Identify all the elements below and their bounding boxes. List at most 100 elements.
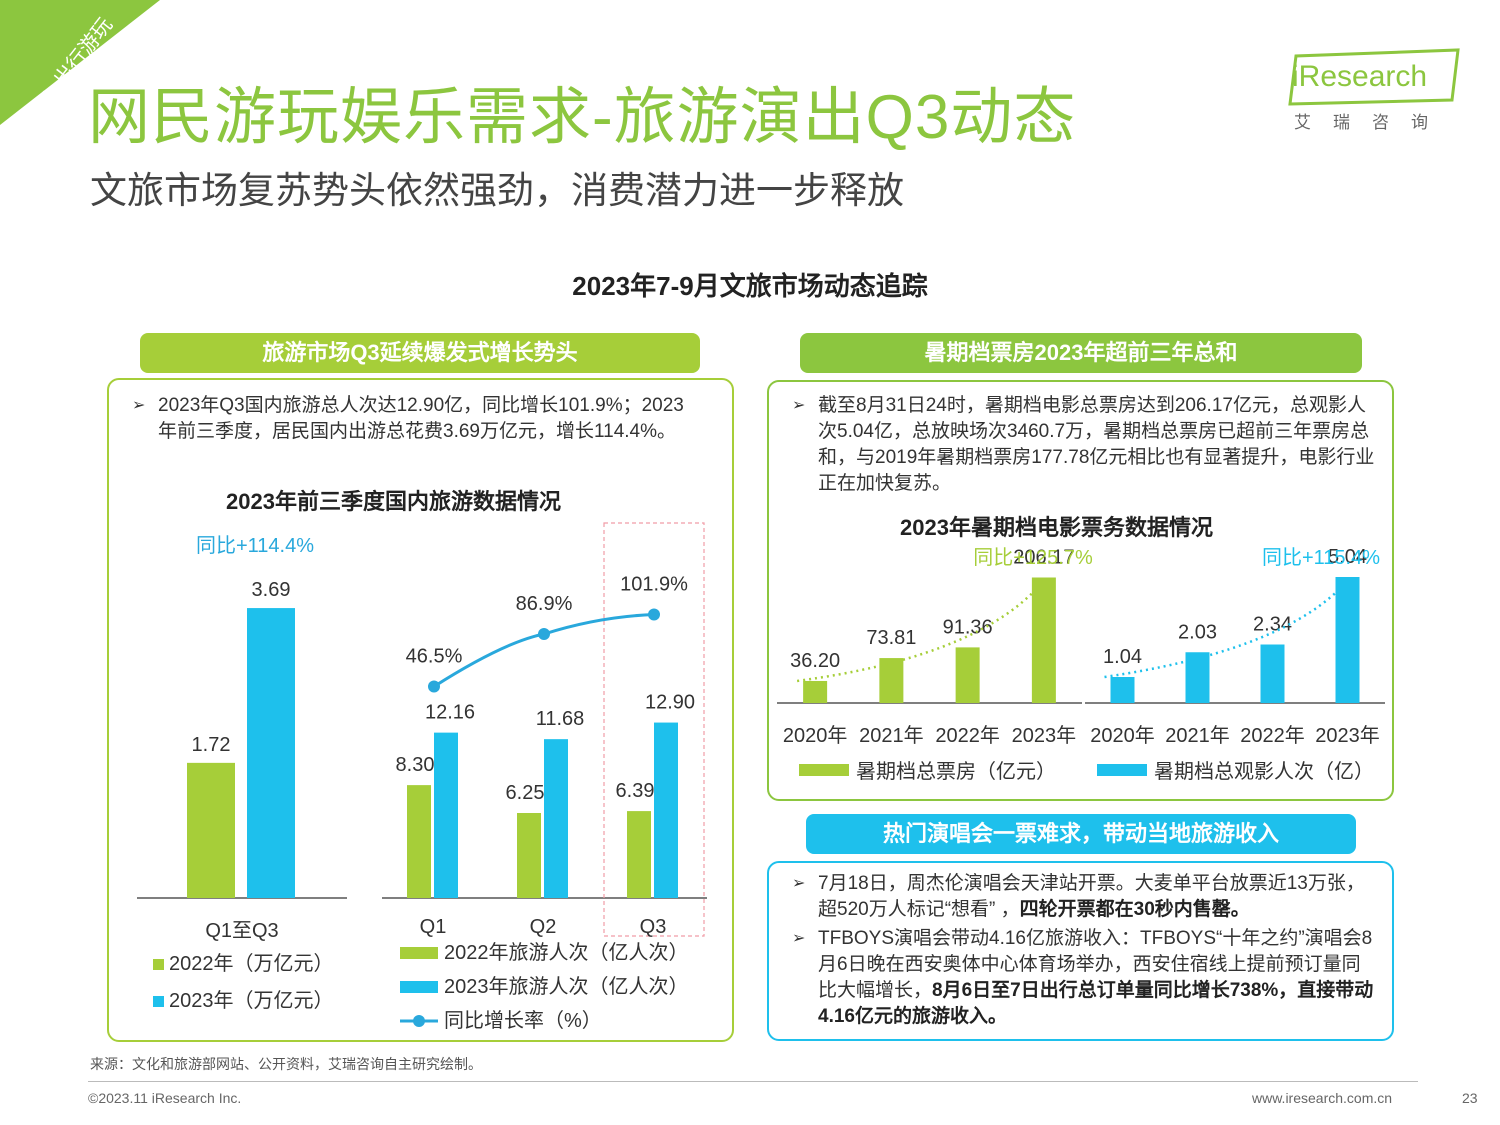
- small-chart-bar: [1185, 652, 1210, 703]
- small-chart-value-label: 5.04: [1328, 546, 1367, 568]
- small-chart-trend: [796, 590, 1035, 683]
- page-title: 网民游玩娱乐需求-旅游演出Q3动态: [88, 83, 1077, 152]
- logo-text: iResearch: [1292, 60, 1428, 93]
- section-title: 2023年7-9月文旅市场动态追踪: [572, 271, 928, 301]
- chart2-growth-point: [648, 608, 660, 621]
- small-chart-value-label: 1.04: [1103, 646, 1142, 668]
- chart2-value-label: 12.90: [645, 692, 695, 714]
- concert-bullet-2-bold: 8月6日至7日出行总订单量同比增长738%，直接带动4.16亿元的旅游收入。: [818, 980, 1374, 1027]
- small-chart-value-label: 206.17: [1013, 547, 1074, 569]
- small-chart-bar: [879, 658, 904, 703]
- small-chart-value-label: 2.34: [1253, 614, 1292, 636]
- chart2-x-tick: Q2: [530, 916, 557, 938]
- logo-subtext: 艾瑞咨询: [1294, 113, 1450, 132]
- right-bottom-banner: 热门演唱会一票难求，带动当地旅游收入: [806, 814, 1356, 854]
- small-chart-value-label: 91.36: [943, 616, 993, 638]
- arrow-icon: ➢: [132, 397, 146, 414]
- small-chart-bar: [803, 680, 828, 703]
- arrow-icon: ➢: [792, 930, 806, 947]
- chart2-growth-point: [428, 680, 440, 693]
- small-chart-legend-swatch: [1097, 764, 1147, 776]
- right-top-banner: 暑期档票房2023年超前三年总和: [800, 333, 1362, 373]
- chart1-x-tick: Q1至Q3: [205, 920, 278, 942]
- chart1-legend-label: 2023年（万亿元）: [169, 989, 334, 1012]
- small-chart-bar: [1110, 677, 1135, 703]
- small-chart-x-tick: 2023年: [1012, 724, 1077, 747]
- small-chart-x-tick: 2021年: [859, 724, 924, 747]
- small-chart-value-label: 2.03: [1178, 621, 1217, 643]
- chart2-x-tick: Q1: [420, 916, 447, 938]
- logo-shape: [1288, 48, 1460, 106]
- arrow-icon: ➢: [792, 875, 806, 892]
- left-bullet: ➢ 2023年Q3国内旅游总人次达12.90亿，同比增长101.9%；2023年…: [132, 393, 702, 445]
- arrow-icon: ➢: [792, 397, 806, 414]
- concert-bullet-2: ➢ TFBOYS演唱会带动4.16亿旅游收入：TFBOYS“十年之约”演唱会8月…: [792, 926, 1377, 1030]
- chart2-bar-1-1: [544, 739, 568, 898]
- chart2-bar-1-2: [654, 722, 678, 898]
- chart2-value-label: 6.25: [506, 782, 545, 804]
- small-chart-bar: [1335, 577, 1360, 703]
- left-banner: 旅游市场Q3延续爆发式增长势头: [140, 333, 700, 373]
- small-chart-x-tick: 2022年: [935, 724, 1000, 747]
- chart2-value-label: 12.16: [425, 702, 475, 724]
- small-chart-legend-swatch: [799, 764, 849, 776]
- small-chart-annotation: 同比+125.7%: [973, 546, 1093, 569]
- small-chart-legend-label: 暑期档总票房（亿元）: [856, 760, 1056, 783]
- chart1-bar-0: [187, 762, 235, 898]
- chart2-legend-label: 2023年旅游人次（亿人次）: [444, 975, 689, 998]
- chart2-highlight-box: [603, 522, 705, 937]
- right-top-panel: [767, 380, 1394, 801]
- chart2-growth-label: 46.5%: [406, 646, 463, 668]
- chart2-x-tick: Q3: [640, 916, 667, 938]
- small-chart-value-label: 73.81: [866, 627, 916, 649]
- chart1-annotation: 同比+114.4%: [196, 534, 314, 557]
- small-chart-x-tick: 2022年: [1240, 724, 1305, 747]
- chart2-legend-label: 同比增长率（%）: [444, 1009, 602, 1032]
- chart2-value-label: 6.39: [616, 780, 655, 802]
- footer-source: 来源：文化和旅游部网站、公开资料，艾瑞咨询自主研究绘制。: [90, 1056, 482, 1072]
- chart2-value-label: 8.30: [396, 754, 435, 776]
- chart1-value-label: 1.72: [192, 734, 231, 756]
- chart2-legend-label: 2022年旅游人次（亿人次）: [444, 941, 689, 964]
- small-chart-annotation: 同比+115.4%: [1262, 546, 1380, 569]
- concert-bullet-1: ➢ 7月18日，周杰伦演唱会天津站开票。大麦单平台放票近13万张，超520万人标…: [792, 871, 1377, 923]
- small-chart-bar: [1031, 577, 1056, 703]
- right-charts: 36.20 2020年 73.81 2021年 91.36 2022年 206.17 2023…: [777, 546, 1385, 783]
- chart2-legend-swatch: [400, 947, 438, 959]
- concert-bullet-1-text: 7月18日，周杰伦演唱会天津站开票。大麦单平台放票近13万张，超520万人标记“…: [818, 873, 1365, 920]
- right-top-bullet: ➢ 截至8月31日24时，暑期档电影总票房达到206.17亿元，总观影人次5.0…: [792, 393, 1377, 497]
- small-chart-x-tick: 2023年: [1315, 724, 1380, 747]
- chart2-legend-point: [413, 1015, 425, 1027]
- footer-url[interactable]: www.iresearch.com.cn: [1252, 1090, 1393, 1106]
- small-chart-bar: [1260, 644, 1285, 703]
- footer-copyright: ©2023.11 iResearch Inc.: [88, 1090, 242, 1106]
- corner-ribbon: 2. 出行游玩: [0, 0, 160, 125]
- iresearch-logo: iResearch 艾瑞咨询: [1282, 44, 1462, 134]
- page-number: 23: [1462, 1090, 1478, 1106]
- chart1-legend-swatch: [153, 959, 164, 970]
- small-chart-trend: [1104, 590, 1339, 679]
- chart2-growth-label: 101.9%: [620, 574, 688, 596]
- chart2-bar-1-0: [434, 732, 458, 898]
- right-top-bullet-text: 截至8月31日24时，暑期档电影总票房达到206.17亿元，总观影人次5.04亿…: [818, 395, 1375, 494]
- chart2-growth-label: 86.9%: [516, 593, 573, 615]
- small-chart-bar: [955, 647, 980, 703]
- chart2-growth-point: [538, 628, 550, 641]
- left-charts: 1.72 3.69 同比+114.4% Q1至Q3 2022年（万亿元） 2023年（万亿…: [137, 522, 707, 1032]
- chart1-legend-label: 2022年（万亿元）: [169, 952, 334, 975]
- left-panel: [107, 378, 734, 1042]
- chart3-title: 2023年暑期档电影票务数据情况: [900, 515, 1213, 540]
- small-chart-x-tick: 2021年: [1165, 724, 1230, 747]
- chart2-value-label: 11.68: [536, 708, 585, 730]
- chart1-legend-swatch: [153, 996, 164, 1007]
- chart2-legend-swatch: [400, 981, 438, 993]
- chart1-value-label: 3.69: [252, 579, 291, 601]
- chart2-bar-0-2: [627, 811, 651, 898]
- footer-divider: [88, 1081, 1418, 1082]
- chart1-bar-1: [247, 608, 295, 898]
- chart2-bar-0-1: [517, 813, 541, 898]
- concert-bullet-2-text: TFBOYS演唱会带动4.16亿旅游收入：TFBOYS“十年之约”演唱会8月6日…: [818, 928, 1373, 1001]
- small-chart-x-tick: 2020年: [783, 724, 848, 747]
- concert-bullet-1-bold: 四轮开票都在30秒内售罄。: [1019, 899, 1250, 920]
- small-chart-x-tick: 2020年: [1090, 724, 1155, 747]
